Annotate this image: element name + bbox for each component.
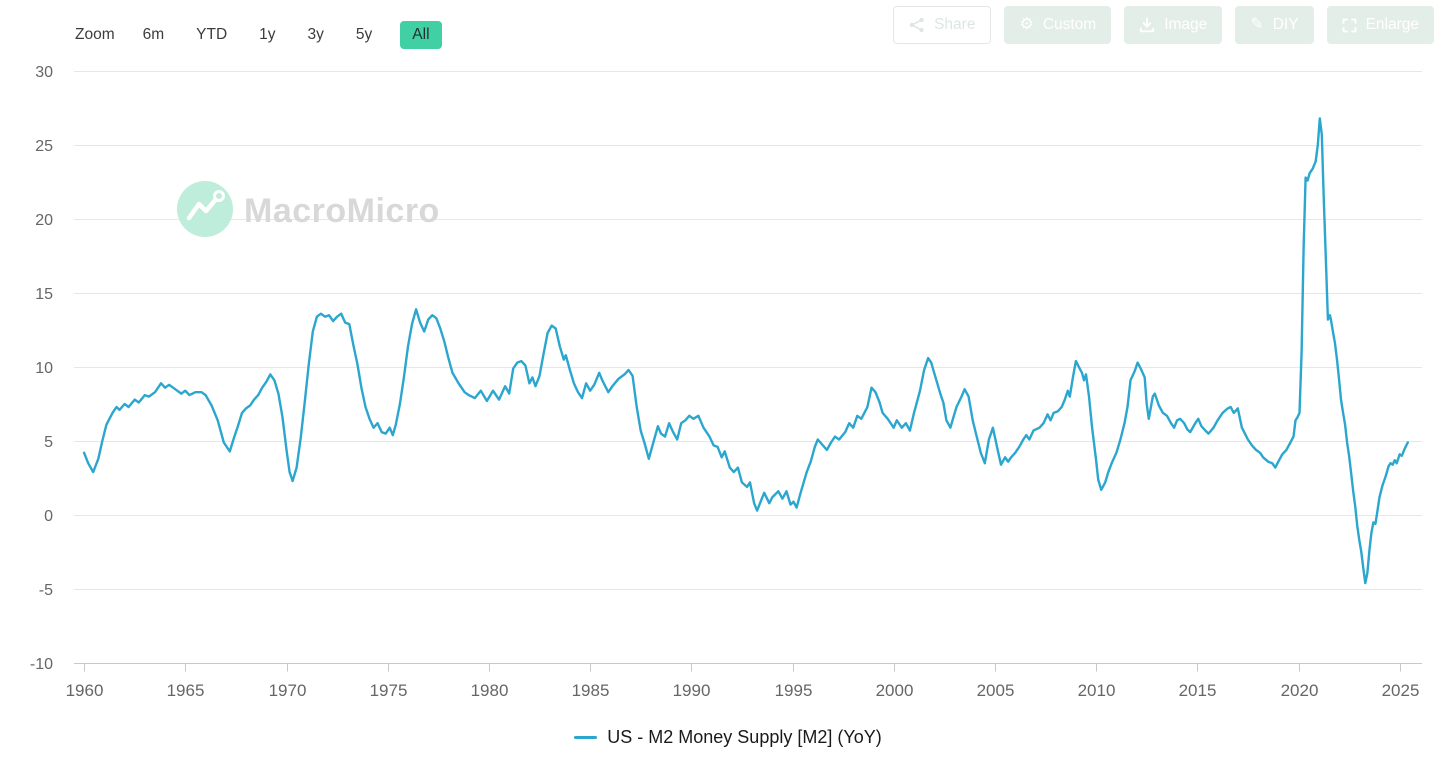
x-axis-label: 1980 — [471, 681, 509, 700]
range-3y[interactable]: 3y — [304, 21, 328, 49]
y-axis-label: 30 — [35, 64, 53, 81]
share-icon — [909, 17, 925, 33]
enlarge-button[interactable]: Enlarge — [1326, 6, 1434, 44]
range-5y[interactable]: 5y — [352, 21, 376, 49]
y-axis-label: 5 — [44, 434, 53, 451]
range-6m[interactable]: 6m — [139, 21, 169, 49]
action-buttons: Share ⚙ Custom Image ✎ DIY — [893, 6, 1434, 44]
x-axis-label: 2005 — [977, 681, 1015, 700]
y-axis-label: 10 — [35, 360, 53, 377]
gear-icon: ⚙ — [1019, 16, 1034, 33]
diy-button[interactable]: ✎ DIY — [1235, 6, 1314, 44]
x-axis-label: 1990 — [673, 681, 711, 700]
x-axis-label: 2010 — [1078, 681, 1116, 700]
zoom-label: Zoom — [75, 26, 115, 43]
x-axis-label: 2000 — [876, 681, 914, 700]
m2-yoy-series-line — [82, 117, 1409, 585]
enlarge-button-label: Enlarge — [1365, 16, 1419, 33]
share-button-label: Share — [934, 16, 976, 33]
custom-button-label: Custom — [1042, 16, 1097, 33]
y-axis-label: 25 — [35, 138, 53, 155]
x-axis-label: 1975 — [370, 681, 408, 700]
share-button[interactable]: Share — [893, 6, 992, 44]
x-axis-label: 1965 — [167, 681, 205, 700]
diy-button-label: DIY — [1272, 16, 1299, 33]
x-axis-label: 1985 — [572, 681, 610, 700]
y-axis-label: 20 — [35, 212, 53, 229]
y-axis-label: 0 — [44, 508, 53, 525]
range-selector: Zoom 6m YTD 1y 3y 5y All — [75, 21, 442, 49]
x-axis-label: 2025 — [1382, 681, 1420, 700]
image-button[interactable]: Image — [1124, 6, 1223, 44]
custom-button[interactable]: ⚙ Custom — [1004, 6, 1112, 44]
image-button-label: Image — [1164, 16, 1208, 33]
legend-label: US - M2 Money Supply [M2] (YoY) — [607, 727, 882, 747]
range-all[interactable]: All — [400, 21, 442, 49]
legend-line-swatch — [574, 736, 598, 739]
range-1y[interactable]: 1y — [255, 21, 279, 49]
download-icon — [1139, 17, 1155, 33]
x-axis-label: 1960 — [66, 681, 104, 700]
chart-toolbar: Zoom 6m YTD 1y 3y 5y All Share — [0, 0, 1456, 58]
series-legend[interactable]: US - M2 Money Supply [M2] (YoY) — [0, 727, 1456, 748]
x-axis-label: 1995 — [775, 681, 813, 700]
range-ytd[interactable]: YTD — [192, 21, 231, 49]
y-axis-label: -10 — [30, 656, 53, 673]
y-axis-label: -5 — [39, 582, 53, 599]
x-axis-label: 2020 — [1281, 681, 1319, 700]
x-axis-label: 2015 — [1179, 681, 1217, 700]
enlarge-icon — [1342, 18, 1357, 33]
pencil-icon: ✎ — [1250, 16, 1264, 33]
x-axis-label: 1970 — [269, 681, 307, 700]
y-axis-label: 15 — [35, 286, 53, 303]
